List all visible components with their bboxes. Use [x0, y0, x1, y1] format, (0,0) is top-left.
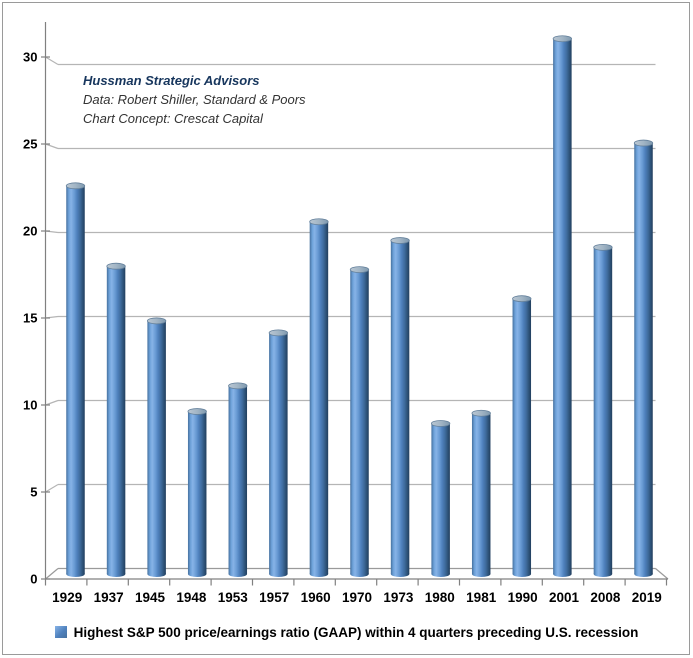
- legend-color-swatch: [54, 626, 67, 638]
- floor-left-edge: [45, 568, 59, 580]
- bar-2001: [552, 35, 573, 577]
- bar-body-1945: [147, 320, 166, 574]
- bar-body-2001: [553, 38, 572, 574]
- bar-1937: [106, 262, 126, 577]
- annotation-data-source: Data: Robert Shiller, Standard & Poors: [83, 92, 306, 107]
- bar-body-2008: [593, 247, 613, 574]
- x-label-2019: 2019: [632, 590, 662, 605]
- bar-top-cap-2008: [593, 243, 613, 251]
- bar-1981: [471, 409, 491, 577]
- annotation-author: Hussman Strategic Advisors: [83, 73, 260, 88]
- bar-body-1990: [512, 298, 532, 574]
- gridline-connector-5: [45, 483, 59, 493]
- bar-1929: [65, 182, 86, 577]
- bar-body-1960: [309, 221, 329, 575]
- bar-1945: [146, 317, 167, 577]
- bar-top-cap-1953: [228, 382, 248, 390]
- x-label-1960: 1960: [301, 590, 331, 605]
- bar-body-1948: [187, 411, 207, 574]
- annotation-chart-concept: Chart Concept: Crescat Capital: [83, 111, 263, 126]
- bar-body-1957: [269, 332, 288, 574]
- x-label-1948: 1948: [176, 590, 207, 605]
- bar-1973: [390, 237, 410, 577]
- bar-top-cap-1948: [187, 408, 207, 415]
- bar-top-cap-1990: [512, 295, 532, 303]
- bar-top-cap-2001: [552, 35, 573, 43]
- bar-top-cap-1980: [430, 420, 451, 427]
- x-label-1937: 1937: [94, 590, 124, 605]
- bar-top-cap-1945: [146, 317, 167, 325]
- x-label-1990: 1990: [508, 590, 538, 605]
- gridline-connector-25: [45, 143, 59, 150]
- x-label-1929: 1929: [52, 590, 82, 605]
- bar-top-cap-1970: [349, 266, 370, 274]
- bar-body-1980: [431, 423, 450, 574]
- chart-annotation: Hussman Strategic Advisors Data: Robert …: [83, 71, 306, 128]
- y-tick-label-0: 0: [30, 572, 37, 587]
- bar-1990: [512, 295, 532, 577]
- bar-top-cap-2019: [633, 139, 654, 147]
- bar-1957: [268, 329, 289, 577]
- bar-body-2019: [634, 143, 653, 574]
- y-tick-label-5: 5: [30, 485, 37, 500]
- x-label-1970: 1970: [342, 590, 372, 605]
- legend-series-label: Highest S&P 500 price/earnings ratio (GA…: [73, 624, 639, 640]
- bar-1980: [430, 420, 451, 577]
- bar-body-1970: [350, 269, 369, 574]
- x-label-2001: 2001: [549, 590, 580, 605]
- x-label-1957: 1957: [259, 590, 289, 605]
- y-tick-label-10: 10: [23, 398, 37, 413]
- gridline-connector-30: [45, 56, 59, 66]
- y-tick-label-20: 20: [23, 224, 37, 239]
- bar-body-1953: [228, 385, 248, 574]
- x-label-1973: 1973: [383, 590, 414, 605]
- bar-2019: [633, 139, 654, 577]
- x-label-1980: 1980: [425, 590, 455, 605]
- x-label-1981: 1981: [466, 590, 497, 605]
- x-label-1953: 1953: [218, 590, 249, 605]
- x-label-1945: 1945: [135, 590, 166, 605]
- bar-1948: [187, 408, 207, 577]
- bar-top-cap-1981: [471, 409, 491, 417]
- bar-body-1973: [390, 240, 410, 575]
- y-tick-label-15: 15: [23, 311, 37, 326]
- bar-top-cap-1937: [106, 262, 126, 270]
- x-label-2008: 2008: [590, 590, 621, 605]
- bar-body-1937: [106, 266, 126, 574]
- y-tick-label-30: 30: [23, 50, 37, 65]
- bar-1953: [228, 382, 248, 577]
- y-tick-label-25: 25: [23, 137, 37, 152]
- bar-top-cap-1957: [268, 329, 289, 337]
- bar-body-1981: [471, 413, 491, 574]
- bar-2008: [593, 243, 613, 577]
- bar-1970: [349, 266, 370, 577]
- bar-top-cap-1973: [390, 237, 410, 244]
- bar-body-1929: [66, 185, 85, 574]
- bar-top-cap-1960: [309, 218, 329, 226]
- gridline-connector-10: [45, 399, 59, 406]
- bar-top-cap-1929: [65, 182, 86, 190]
- floor-right-edge: [655, 568, 669, 580]
- bar-1960: [309, 218, 329, 577]
- chart-legend: Highest S&P 500 price/earnings ratio (GA…: [0, 620, 693, 644]
